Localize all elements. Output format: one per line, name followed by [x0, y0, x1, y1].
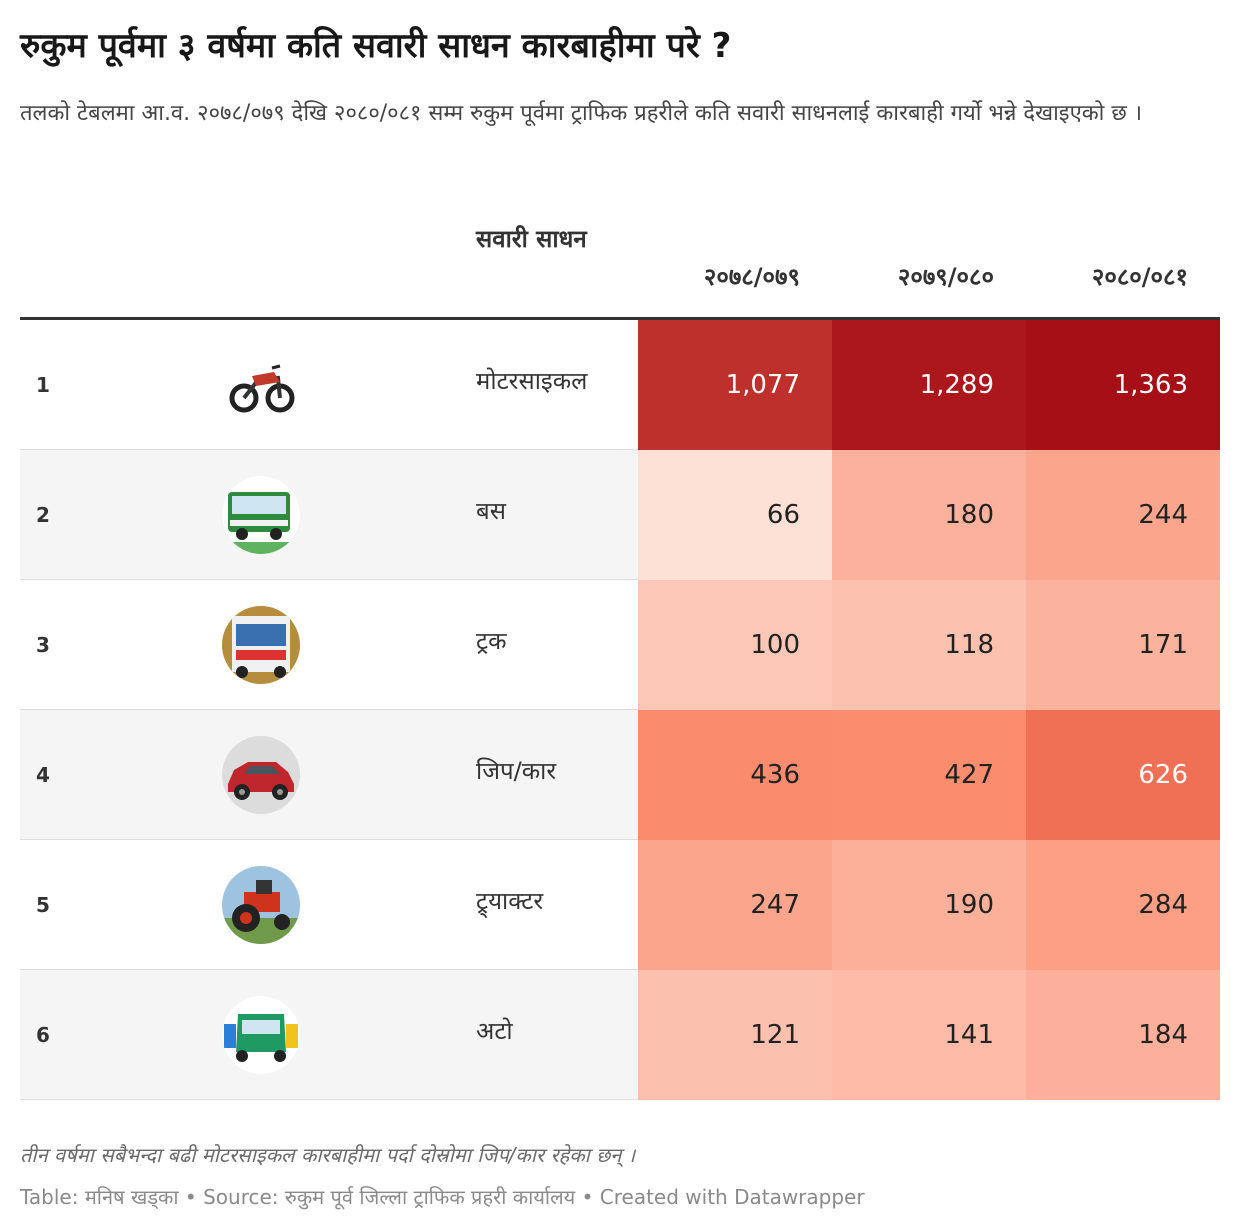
- page-title: रुकुम पूर्वमा ३ वर्षमा कति सवारी साधन का…: [20, 26, 732, 66]
- auto-rickshaw-icon: [222, 996, 300, 1074]
- value-cell: 284: [1026, 840, 1220, 970]
- vehicle-name: ट्र्याक्टर: [476, 887, 544, 915]
- column-header-year-3[interactable]: २०८०/०८१: [1091, 263, 1188, 291]
- table-row: 1 मोटरसाइकल 1,077 1,289 1,363: [20, 320, 1220, 450]
- source-line: Table: मनिष खड्का • Source: रुकुम पूर्व …: [20, 1185, 865, 1209]
- table-row: 5 ट्र्याक्टर 247 190 284: [20, 840, 1220, 970]
- table-row: 6 अटो 121 141 184: [20, 970, 1220, 1100]
- page-subtitle: तलको टेबलमा आ.व. २०७८/०७९ देखि २०८०/०८१ …: [20, 101, 1143, 126]
- vehicle-name: ट्रक: [476, 627, 507, 655]
- row-rank: 6: [36, 1023, 50, 1047]
- car-icon: [222, 736, 300, 814]
- truck-icon: [222, 606, 300, 684]
- data-table: सवारी साधन २०७८/०७९ २०७९/०८० २०८०/०८१ 1 म…: [20, 218, 1220, 1100]
- value-cell: 171: [1026, 580, 1220, 710]
- table-row: 2 बस 66 180 244: [20, 450, 1220, 580]
- value-cell: 1,363: [1026, 320, 1220, 450]
- column-header-year-2[interactable]: २०७९/०८०: [897, 263, 994, 291]
- row-rank: 2: [36, 503, 50, 527]
- value-cell: 66: [638, 450, 832, 580]
- value-cell: 436: [638, 710, 832, 840]
- value-cell: 100: [638, 580, 832, 710]
- table-header: सवारी साधन २०७८/०७९ २०७९/०८० २०८०/०८१: [20, 218, 1220, 320]
- value-cell: 118: [832, 580, 1026, 710]
- bus-icon: [222, 476, 300, 554]
- value-cell: 247: [638, 840, 832, 970]
- value-cell: 1,289: [832, 320, 1026, 450]
- tractor-icon: [222, 866, 300, 944]
- vehicle-name: जिप/कार: [476, 757, 557, 785]
- value-cell: 121: [638, 970, 832, 1100]
- row-rank: 5: [36, 893, 50, 917]
- value-cell: 626: [1026, 710, 1220, 840]
- value-cell: 180: [832, 450, 1026, 580]
- column-header-vehicle[interactable]: सवारी साधन: [476, 225, 587, 253]
- table-body: 1 मोटरसाइकल 1,077 1,289 1,363 2 बस 66 180 244 3 ट्र…: [20, 320, 1220, 1100]
- table-row: 4 जिप/कार 436 427 626: [20, 710, 1220, 840]
- table-row: 3 ट्रक 100 118 171: [20, 580, 1220, 710]
- value-cell: 190: [832, 840, 1026, 970]
- value-cell: 244: [1026, 450, 1220, 580]
- vehicle-name: बस: [476, 497, 506, 525]
- vehicle-name: अटो: [476, 1017, 513, 1045]
- value-cell: 427: [832, 710, 1026, 840]
- row-rank: 1: [36, 373, 50, 397]
- row-rank: 4: [36, 763, 50, 787]
- value-cell: 1,077: [638, 320, 832, 450]
- value-cell: 141: [832, 970, 1026, 1100]
- column-header-year-1[interactable]: २०७८/०७९: [703, 263, 800, 291]
- motorcycle-icon: [222, 346, 300, 424]
- row-rank: 3: [36, 633, 50, 657]
- vehicle-name: मोटरसाइकल: [476, 367, 588, 395]
- value-cell: 184: [1026, 970, 1220, 1100]
- footnote: तीन वर्षमा सबैभन्दा बढी मोटरसाइकल कारबाह…: [20, 1143, 636, 1167]
